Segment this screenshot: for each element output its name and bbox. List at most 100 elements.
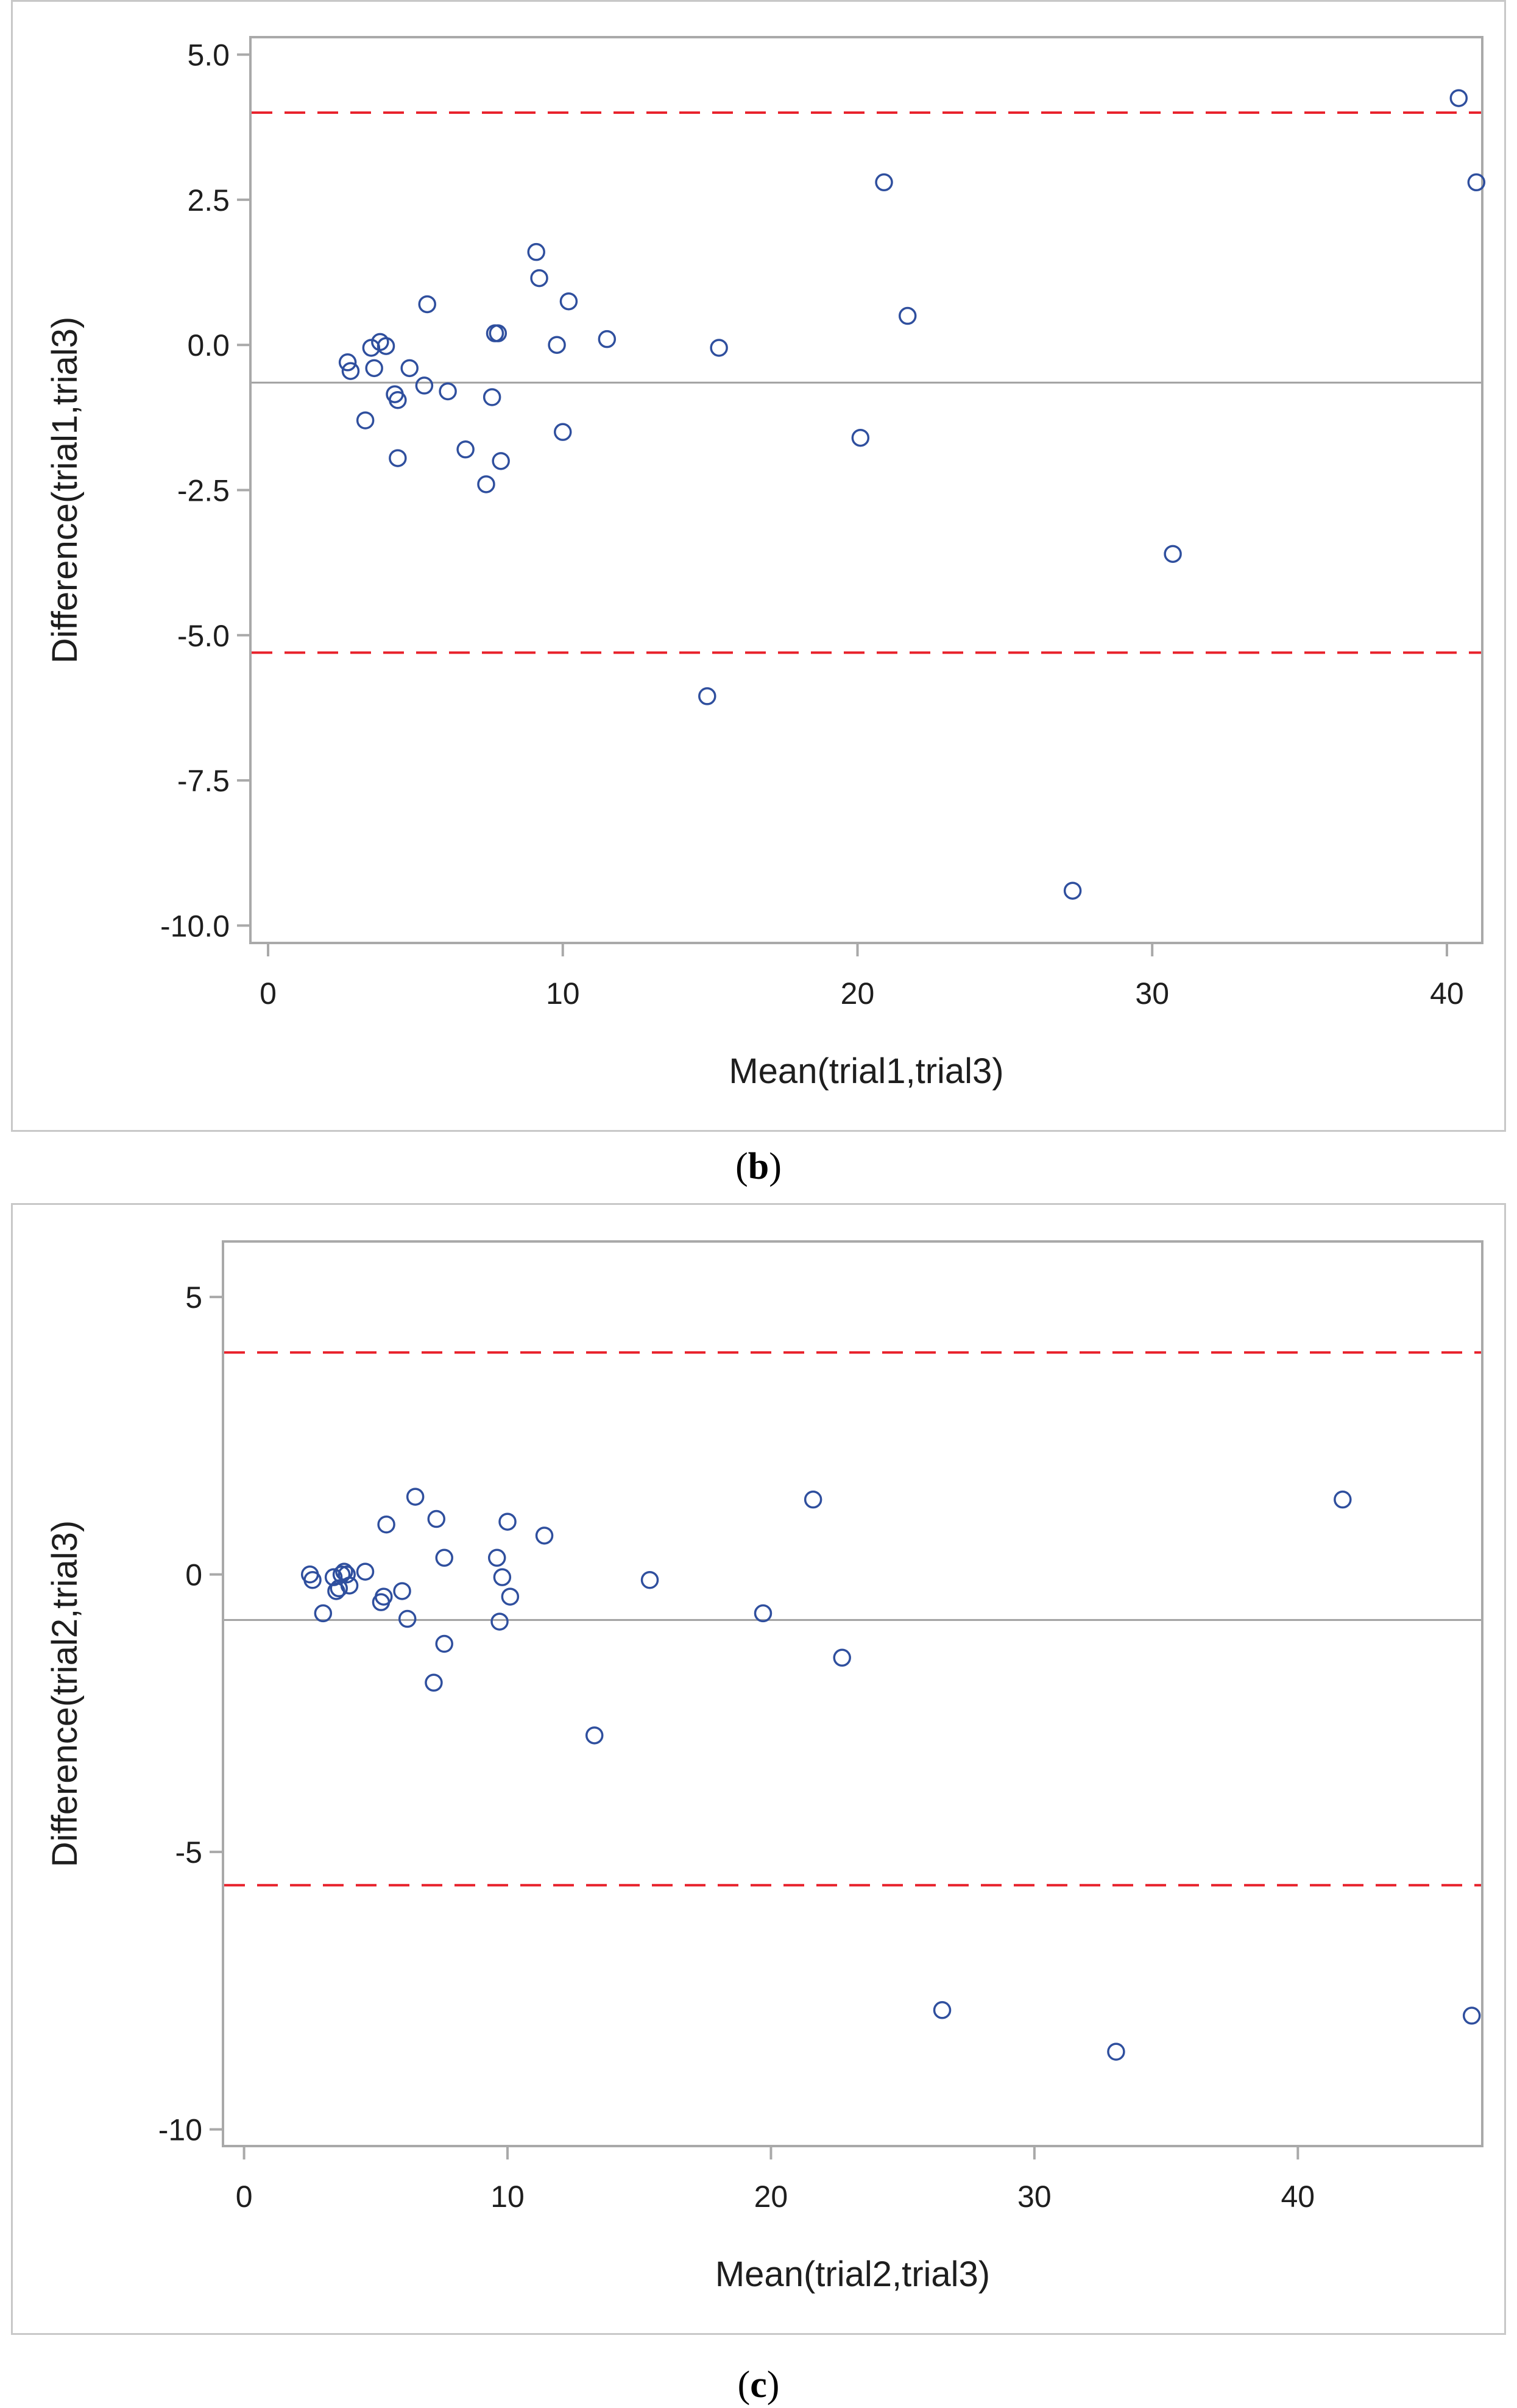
y-axis-title-b: Difference(trial1,trial3) bbox=[45, 317, 85, 663]
data-point-b-31 bbox=[1063, 881, 1082, 900]
x-axis-title-c: Mean(trial2,trial3) bbox=[715, 2254, 990, 2294]
data-point-b-25 bbox=[598, 330, 617, 348]
x-tick-label-b-1: 10 bbox=[546, 976, 580, 1011]
data-point-b-27 bbox=[710, 339, 728, 357]
data-point-b-4 bbox=[365, 359, 383, 378]
y-tick-label-b-6: -10.0 bbox=[160, 909, 230, 943]
data-point-c-17 bbox=[425, 1673, 443, 1692]
y-tick-label-b-4: -5.0 bbox=[177, 619, 230, 653]
data-point-b-30 bbox=[898, 306, 917, 325]
data-point-c-26 bbox=[535, 1527, 554, 1545]
data-point-b-26 bbox=[698, 687, 716, 705]
data-point-b-16 bbox=[483, 388, 501, 406]
y-tick-label-b-0: 5.0 bbox=[187, 38, 230, 72]
data-point-b-23 bbox=[554, 423, 572, 441]
data-point-b-34 bbox=[1467, 173, 1486, 192]
data-point-c-29 bbox=[754, 1604, 773, 1623]
data-point-c-19 bbox=[435, 1548, 453, 1567]
data-point-b-32 bbox=[1164, 545, 1182, 563]
data-point-c-33 bbox=[1107, 2043, 1125, 2061]
data-point-c-25 bbox=[501, 1587, 520, 1606]
caption-c-open: ( bbox=[737, 2364, 751, 2406]
data-point-b-15 bbox=[477, 475, 495, 493]
x-tick-label-c-3: 30 bbox=[1017, 2180, 1052, 2214]
data-point-c-13 bbox=[377, 1515, 395, 1534]
caption-c-letter: c bbox=[750, 2364, 767, 2406]
data-point-c-27 bbox=[585, 1726, 604, 1745]
data-point-c-10 bbox=[356, 1562, 375, 1581]
data-point-c-35 bbox=[1462, 2007, 1481, 2025]
data-point-b-14 bbox=[456, 440, 475, 459]
caption-c: (c) bbox=[0, 2364, 1517, 2407]
x-tick-label-c-4: 40 bbox=[1281, 2180, 1315, 2214]
chart-b-svg: 5.0 2.5 0.0 -2.5 -5.0 -7.5 -10.0 0 10 20 30 40 Mean(… bbox=[45, 36, 1486, 1091]
data-point-b-8 bbox=[389, 391, 407, 409]
data-point-c-12 bbox=[375, 1587, 393, 1606]
data-point-b-1 bbox=[341, 362, 360, 380]
x-tick-label-b-0: 0 bbox=[260, 976, 277, 1011]
x-tick-label-b-2: 20 bbox=[841, 976, 875, 1011]
data-point-c-9 bbox=[340, 1576, 359, 1595]
y-tick-label-c-3: -10 bbox=[158, 2113, 202, 2147]
data-point-c-16 bbox=[406, 1488, 425, 1506]
data-point-b-22 bbox=[548, 336, 566, 354]
data-point-b-12 bbox=[418, 295, 436, 314]
caption-b-close: ) bbox=[769, 1146, 782, 1187]
y-axis-title-c: Difference(trial2,trial3) bbox=[45, 1520, 85, 1867]
data-point-c-28 bbox=[640, 1570, 659, 1589]
y-tick-label-c-2: -5 bbox=[175, 1835, 202, 1870]
data-point-b-24 bbox=[559, 292, 578, 311]
chart-b-frame: 5.0 2.5 0.0 -2.5 -5.0 -7.5 -10.0 0 10 20 30 40 Mean(… bbox=[11, 0, 1506, 1132]
data-point-c-20 bbox=[435, 1634, 453, 1653]
caption-b-letter: b bbox=[748, 1146, 769, 1187]
x-tick-label-b-4: 40 bbox=[1430, 976, 1464, 1011]
data-point-b-6 bbox=[377, 337, 395, 355]
plot-area-b bbox=[249, 36, 1483, 944]
data-point-c-8 bbox=[338, 1565, 356, 1584]
data-point-c-34 bbox=[1334, 1490, 1352, 1509]
data-point-b-28 bbox=[851, 428, 870, 447]
data-point-b-20 bbox=[527, 242, 545, 261]
caption-b-open: ( bbox=[735, 1146, 748, 1187]
y-tick-label-b-3: -2.5 bbox=[177, 474, 230, 508]
data-point-b-13 bbox=[439, 382, 457, 401]
data-point-b-9 bbox=[389, 449, 407, 467]
data-point-c-3 bbox=[324, 1568, 343, 1586]
y-tick-label-c-0: 5 bbox=[185, 1280, 202, 1315]
chart-c-frame: 5 0 -5 -10 0 10 20 30 40 Mean(trial2,trial3) Diffe… bbox=[11, 1203, 1506, 2335]
y-tick-label-b-2: 0.0 bbox=[187, 328, 230, 362]
data-point-c-5 bbox=[330, 1579, 348, 1598]
data-point-c-18 bbox=[427, 1509, 446, 1528]
y-tick-label-b-1: 2.5 bbox=[187, 183, 230, 217]
data-point-b-29 bbox=[875, 173, 893, 192]
chart-c-svg: 5 0 -5 -10 0 10 20 30 40 Mean(trial2,trial3) Diffe… bbox=[45, 1240, 1483, 2294]
y-tick-label-c-1: 0 bbox=[185, 1558, 202, 1592]
caption-c-close: ) bbox=[766, 2364, 780, 2406]
data-point-b-33 bbox=[1449, 89, 1468, 107]
data-point-c-1 bbox=[303, 1570, 322, 1589]
x-tick-label-c-1: 10 bbox=[490, 2180, 525, 2214]
caption-b: (b) bbox=[0, 1145, 1517, 1188]
data-point-c-15 bbox=[398, 1609, 417, 1628]
data-point-b-10 bbox=[400, 359, 419, 378]
data-point-b-19 bbox=[492, 452, 510, 470]
data-point-b-2 bbox=[356, 411, 375, 429]
data-point-c-24 bbox=[498, 1513, 517, 1531]
plot-area-c bbox=[222, 1240, 1483, 2147]
data-point-c-14 bbox=[393, 1582, 411, 1600]
x-axis-title-b: Mean(trial1,trial3) bbox=[729, 1051, 1003, 1091]
data-point-c-30 bbox=[804, 1490, 822, 1509]
x-tick-label-c-2: 20 bbox=[754, 2180, 788, 2214]
data-point-b-11 bbox=[415, 376, 434, 395]
data-point-b-18 bbox=[489, 324, 507, 342]
data-point-c-22 bbox=[490, 1612, 509, 1631]
y-tick-label-b-5: -7.5 bbox=[177, 764, 230, 798]
data-point-c-23 bbox=[493, 1568, 512, 1586]
data-point-c-32 bbox=[933, 2001, 952, 2019]
data-point-c-2 bbox=[314, 1604, 333, 1623]
data-point-c-21 bbox=[487, 1548, 506, 1567]
x-tick-label-c-0: 0 bbox=[236, 2180, 253, 2214]
data-point-b-21 bbox=[530, 269, 548, 288]
data-point-b-0 bbox=[338, 353, 357, 372]
x-tick-label-b-3: 30 bbox=[1135, 976, 1169, 1011]
